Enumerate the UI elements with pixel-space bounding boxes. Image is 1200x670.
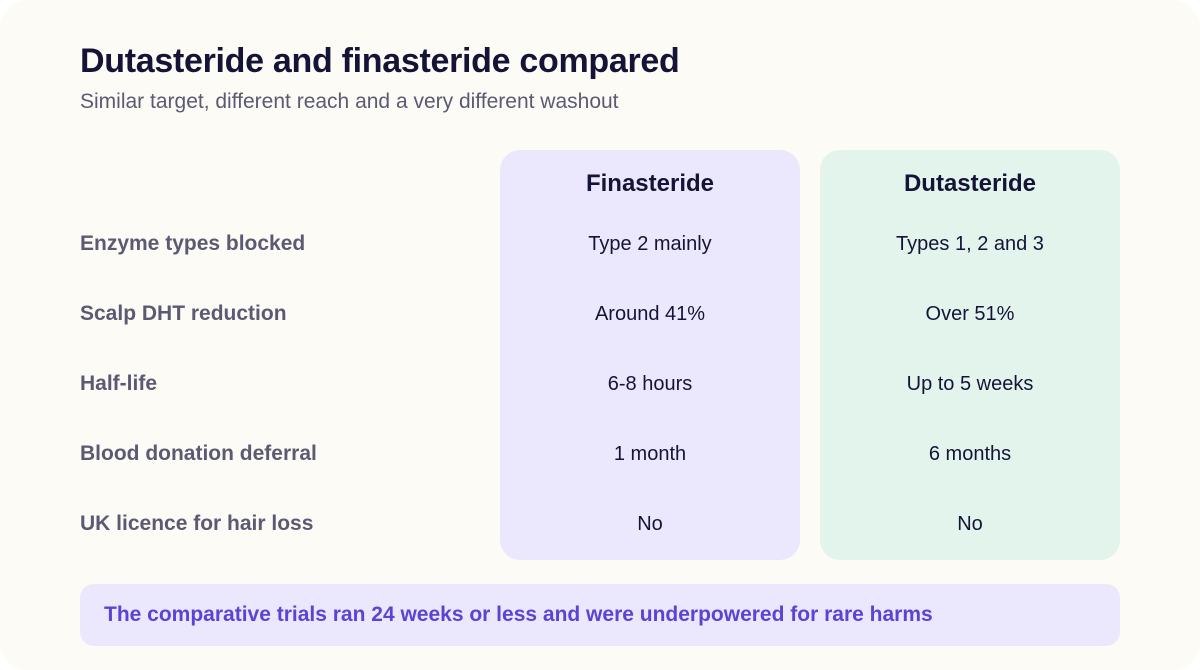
dutasteride-uk-licence: No bbox=[957, 513, 983, 535]
dutasteride-blood-donation: 6 months bbox=[928, 443, 1012, 465]
row-label-blood-donation: Blood donation deferral bbox=[80, 442, 317, 465]
finasteride-header: Finasteride bbox=[585, 170, 715, 197]
row-label-uk-licence: UK licence for hair loss bbox=[80, 512, 314, 535]
finasteride-uk-licence: No bbox=[637, 513, 663, 535]
dutasteride-header: Dutasteride bbox=[903, 170, 1037, 197]
dutasteride-scalp-dht: Over 51% bbox=[925, 303, 1015, 325]
finasteride-enzyme-types: Type 2 mainly bbox=[588, 233, 712, 255]
footnote-text: The comparative trials ran 24 weeks or l… bbox=[104, 603, 933, 626]
row-label-enzyme-types: Enzyme types blocked bbox=[80, 232, 306, 255]
dutasteride-half-life: Up to 5 weeks bbox=[906, 373, 1034, 395]
page-subtitle: Similar target, different reach and a ve… bbox=[80, 90, 619, 113]
finasteride-blood-donation: 1 month bbox=[613, 443, 687, 465]
dutasteride-column bbox=[820, 150, 1120, 560]
finasteride-half-life: 6-8 hours bbox=[607, 373, 693, 395]
dutasteride-enzyme-types: Types 1, 2 and 3 bbox=[896, 233, 1044, 255]
page-title: Dutasteride and finasteride compared bbox=[80, 42, 680, 80]
finasteride-column bbox=[500, 150, 800, 560]
footnote-banner: The comparative trials ran 24 weeks or l… bbox=[80, 584, 1120, 646]
row-label-scalp-dht: Scalp DHT reduction bbox=[80, 302, 287, 325]
finasteride-scalp-dht: Around 41% bbox=[594, 303, 706, 325]
row-label-half-life: Half-life bbox=[80, 372, 158, 395]
